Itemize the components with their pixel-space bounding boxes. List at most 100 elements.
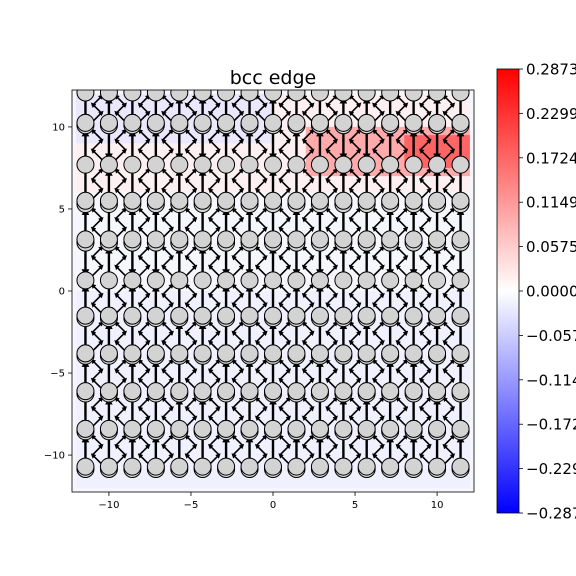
atom-273	[99, 382, 118, 401]
atom-262	[240, 344, 259, 363]
colorbar-tick-label: −0.2299	[526, 460, 576, 478]
atom-301	[357, 419, 376, 438]
atom-225	[170, 230, 189, 249]
atom-211	[240, 191, 259, 210]
vector-arrow-445	[302, 148, 315, 161]
vector-arrow-203	[114, 128, 127, 141]
atom-209	[193, 191, 212, 210]
vector-arrow-595	[419, 148, 432, 161]
atom-100	[428, 271, 447, 290]
atom-290	[99, 419, 118, 438]
vector-arrow-416	[278, 168, 292, 181]
vector-arrow-574	[395, 264, 408, 277]
atom-276	[170, 382, 189, 401]
vector-arrow-624	[442, 138, 455, 151]
x-tick-label: 0	[270, 500, 276, 511]
atom-231	[310, 230, 329, 249]
vector-arrow-623	[442, 128, 456, 141]
atom-216	[357, 191, 376, 210]
atom-236	[428, 230, 447, 249]
atom-220	[451, 191, 470, 210]
vector-arrow-357	[231, 178, 244, 191]
atom-6	[217, 90, 236, 102]
vector-arrow-326	[208, 168, 221, 181]
vector-arrow-327	[208, 178, 221, 191]
atom-285	[381, 382, 400, 401]
atom-212	[264, 191, 282, 210]
colorbar-tick-label: 0.0575	[526, 238, 576, 256]
vector-arrow-596	[419, 168, 432, 181]
atom-297	[264, 419, 282, 438]
colorbar-tick-label: 0.2299	[526, 105, 576, 123]
atom-34	[76, 155, 95, 174]
atom-272	[76, 382, 95, 401]
atom-312	[217, 457, 236, 476]
atom-286	[404, 382, 423, 401]
atom-275	[146, 382, 165, 401]
atom-250	[357, 306, 376, 325]
atom-210	[217, 191, 236, 210]
atom-322	[451, 457, 470, 476]
atom-87	[123, 271, 142, 290]
atom-229	[264, 230, 282, 249]
x-tick-label: −5	[184, 500, 199, 511]
atom-12	[357, 90, 376, 102]
atom-284	[357, 382, 376, 401]
vector-arrow-625	[442, 148, 456, 161]
atom-241	[146, 306, 165, 325]
atom-16	[451, 90, 470, 102]
atom-191	[170, 113, 189, 132]
x-tick-label: −10	[98, 500, 119, 511]
vector-arrow-394	[254, 264, 268, 277]
colorbar-tick-label: −0.2873	[526, 505, 576, 523]
atom-38	[170, 155, 189, 174]
atom-197	[310, 113, 329, 132]
atom-298	[287, 419, 306, 438]
atom-314	[264, 457, 282, 476]
atom-203	[451, 113, 470, 132]
atom-294	[193, 419, 212, 438]
atom-218	[404, 191, 423, 210]
vector-arrow-267	[161, 178, 174, 191]
atom-233	[357, 230, 376, 249]
atom-88	[146, 271, 165, 290]
atom-245	[240, 306, 259, 325]
atom-256	[99, 344, 118, 363]
atom-13	[381, 90, 400, 102]
atom-249	[334, 306, 353, 325]
atom-252	[404, 306, 423, 325]
atom-293	[170, 419, 189, 438]
vector-arrow-175	[90, 148, 104, 161]
vector-arrow-415	[278, 148, 291, 161]
colorbar-tick-label: −0.1724	[526, 416, 576, 434]
atom-295	[217, 419, 236, 438]
atom-258	[146, 344, 165, 363]
atom-93	[264, 271, 282, 290]
vector-arrow-594	[419, 138, 432, 151]
atom-255	[76, 344, 95, 363]
vector-arrow-593	[419, 128, 432, 141]
atom-270	[428, 344, 447, 363]
atom-291	[123, 419, 142, 438]
atom-40	[217, 155, 236, 174]
atom-markers	[76, 90, 470, 479]
atom-15	[428, 90, 447, 102]
atom-91	[217, 271, 236, 290]
atom-232	[334, 230, 353, 249]
atom-253	[428, 306, 447, 325]
atom-316	[310, 457, 329, 476]
atom-198	[334, 113, 353, 132]
y-tick-label: −10	[44, 451, 65, 462]
atom-94	[287, 271, 306, 290]
vector-arrow-474	[325, 138, 338, 151]
atom-47	[381, 155, 400, 174]
atom-243	[193, 306, 212, 325]
atom-240	[123, 306, 142, 325]
atom-96	[334, 271, 353, 290]
vector-arrow-414	[278, 138, 292, 151]
atom-193	[217, 113, 236, 132]
atom-213	[287, 191, 306, 210]
vector-arrow-323	[208, 128, 221, 141]
colorbar-gradient	[496, 68, 520, 514]
